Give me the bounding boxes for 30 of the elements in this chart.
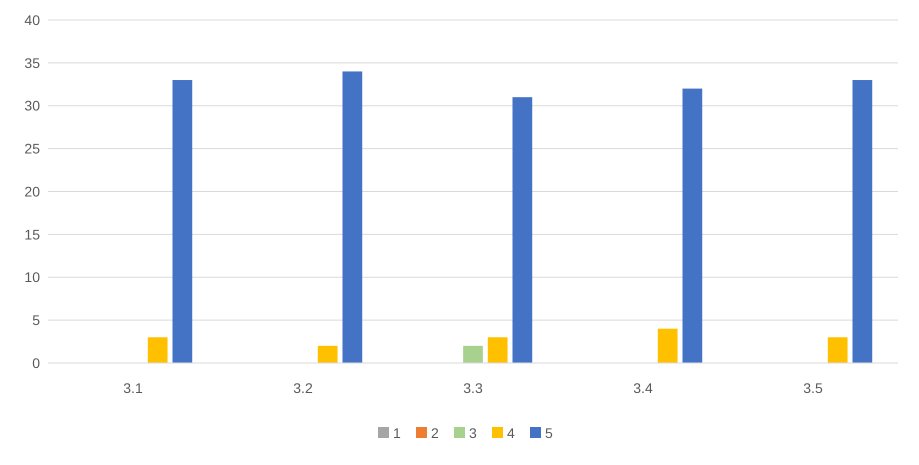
y-tick-label: 35 [24, 54, 40, 71]
y-tick-label: 25 [24, 140, 40, 157]
legend-label: 5 [545, 424, 553, 441]
bar [512, 97, 532, 363]
y-tick-label: 40 [24, 12, 40, 28]
bar [488, 337, 508, 363]
bar [172, 80, 192, 363]
bar [463, 346, 483, 363]
x-tick-label: 3.4 [633, 380, 653, 396]
x-tick-label: 3.3 [463, 380, 483, 396]
x-tick-label: 3.2 [293, 380, 313, 396]
bar [828, 337, 848, 363]
legend-label: 2 [431, 424, 439, 441]
y-tick-label: 0 [32, 354, 40, 371]
y-tick-label: 30 [24, 98, 40, 114]
legend-label: 3 [469, 424, 477, 441]
bar [148, 337, 168, 363]
bar [658, 328, 678, 363]
y-tick-label: 15 [24, 226, 40, 242]
y-tick-label: 5 [32, 312, 40, 328]
x-tick-label: 3.1 [123, 380, 143, 396]
bar [342, 71, 362, 363]
bar [682, 88, 702, 363]
bar [852, 80, 872, 363]
y-tick-label: 20 [24, 183, 40, 200]
bar [318, 346, 338, 363]
legend-label: 1 [393, 424, 401, 441]
y-tick-label: 10 [24, 269, 40, 286]
x-tick-label: 3.5 [803, 380, 823, 396]
legend-label: 4 [507, 424, 515, 441]
